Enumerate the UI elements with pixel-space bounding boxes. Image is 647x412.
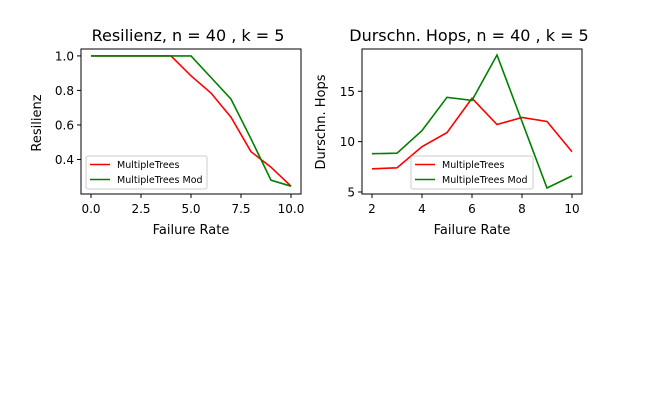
y-tick-label: 0.8 [55,84,74,98]
x-tick-label: 10.0 [278,202,305,216]
legend: MultipleTrees MultipleTrees Mod [85,155,208,190]
x-axis-label: Failure Rate [153,223,230,238]
x-tick-label: 4 [418,202,426,216]
y-tick-label: 0.6 [55,118,74,132]
series-group [91,55,292,187]
x-tick-label: 6 [468,202,476,216]
y-axis-label: Durschn. Hops [314,74,329,169]
legend-label: MultipleTrees Mod [442,175,528,186]
x-tick-label: 7.5 [231,202,250,216]
tick-group: 0.0 2.5 5.0 7.5 10.0 0.4 0.6 0.8 1.0 [55,49,304,216]
series-line-0 [371,97,573,170]
tick-group: 2 4 6 8 10 5 10 15 [340,85,580,216]
chart-title: Durschn. Hops, n = 40 , k = 5 [349,26,588,45]
y-tick-label: 0.4 [55,153,74,167]
x-tick-label: 2 [368,202,376,216]
y-tick-label: 10 [340,135,355,149]
x-tick-label: 8 [518,202,526,216]
x-tick-label: 5.0 [181,202,200,216]
series-group [371,53,573,190]
legend-label: MultipleTrees [442,160,505,171]
x-tick-label: 10 [564,202,579,216]
y-tick-label: 15 [340,85,355,99]
y-tick-label: 5 [347,185,355,199]
series-line-1 [371,53,573,190]
legend-box [85,155,208,190]
legend-box [410,155,534,190]
plot-frame [80,48,302,195]
resilienz-chart: Resilienz, n = 40 , k = 5 Failure Rate R… [30,26,304,238]
x-tick-label: 0.0 [81,202,100,216]
legend-label: MultipleTrees Mod [117,175,203,186]
legend-label: MultipleTrees [117,160,180,171]
x-axis-label: Failure Rate [434,223,511,238]
hops-chart: Durschn. Hops, n = 40 , k = 5 Failure Ra… [314,26,589,238]
y-tick-label: 1.0 [55,49,74,63]
x-tick-label: 2.5 [131,202,150,216]
y-axis-label: Resilienz [30,94,45,151]
plot-frame [361,48,583,195]
series-line-1 [91,55,292,187]
chart-title: Resilienz, n = 40 , k = 5 [92,26,285,45]
legend: MultipleTrees MultipleTrees Mod [410,155,534,190]
